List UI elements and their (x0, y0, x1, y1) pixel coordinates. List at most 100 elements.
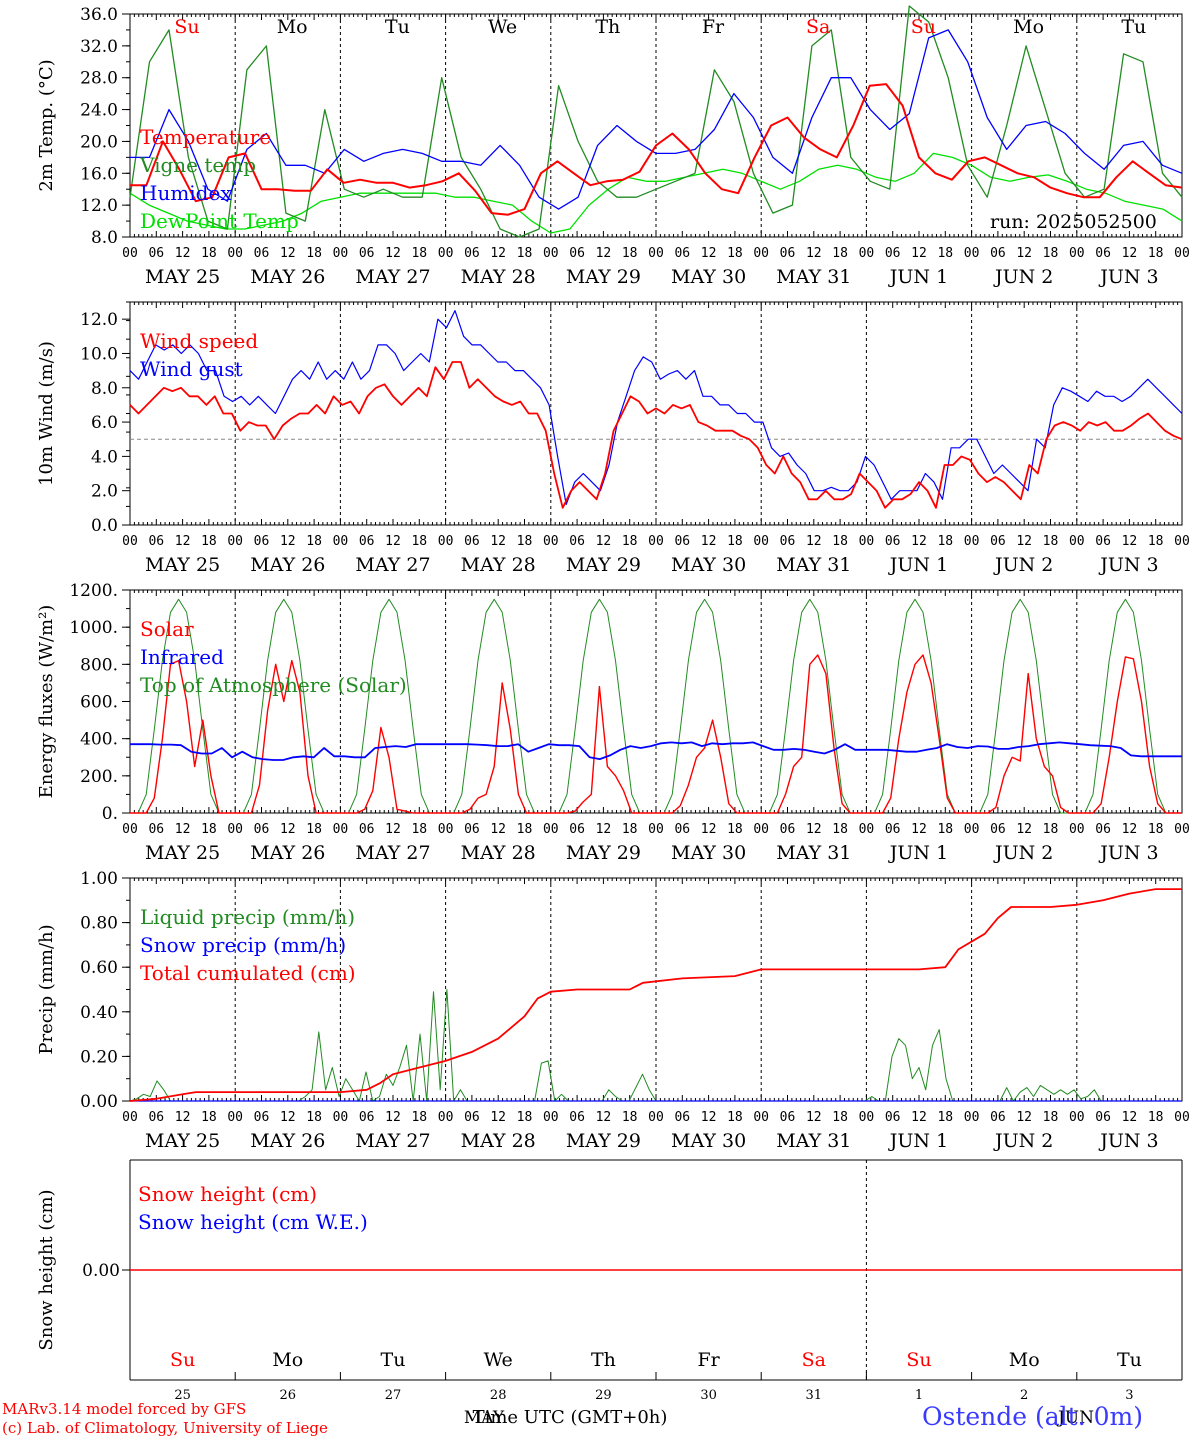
hour-tick-label: 18 (832, 246, 848, 261)
hour-tick-label: 06 (990, 822, 1006, 837)
hour-tick-label: 18 (517, 1110, 533, 1125)
series-solar-day (761, 654, 867, 814)
hour-tick-label: 00 (648, 822, 664, 837)
date-label: JUN 2 (993, 266, 1053, 288)
date-label: MAY 30 (671, 266, 746, 288)
hour-tick-label: 12 (280, 246, 296, 261)
hour-tick-label: 00 (753, 246, 769, 261)
date-label: MAY 26 (250, 266, 325, 288)
footer-credit-1: MARv3.14 model forced by GFS (2, 1400, 247, 1418)
hour-tick-label: 18 (727, 822, 743, 837)
hour-tick-label: 18 (1043, 1110, 1059, 1125)
y-tick-label: 0.60 (80, 958, 118, 978)
hour-tick-label: 12 (175, 246, 191, 261)
hour-tick-label: 06 (254, 1110, 270, 1125)
y-axis-label: Precip (mm/h) (36, 924, 57, 1054)
month-label-jun: JUN (1056, 1408, 1094, 1428)
y-axis-label: Energy fluxes (W/m²) (36, 605, 57, 799)
hour-tick-label: 00 (1174, 1110, 1190, 1125)
hour-tick-label: 00 (964, 822, 980, 837)
series-solar-day (1076, 656, 1182, 814)
date-label: MAY 26 (250, 1130, 325, 1152)
hour-tick-label: 00 (753, 534, 769, 549)
series-vigne-line (129, 5, 1183, 238)
hour-tick-label: 12 (490, 534, 506, 549)
hour-tick-label: 06 (148, 822, 164, 837)
hour-tick-label: 00 (333, 246, 349, 261)
hour-tick-label: 06 (254, 534, 270, 549)
hour-tick-label: 12 (175, 1110, 191, 1125)
y-tick-label: 0.80 (80, 914, 118, 934)
hour-tick-label: 00 (964, 1110, 980, 1125)
weekday-label: We (488, 16, 517, 38)
hour-tick-label: 12 (596, 1110, 612, 1125)
hour-tick-label: 00 (859, 822, 875, 837)
date-label: MAY 29 (566, 842, 641, 864)
hour-tick-label: 00 (227, 1110, 243, 1125)
hour-tick-label: 06 (990, 534, 1006, 549)
hour-tick-label: 12 (385, 822, 401, 837)
hour-tick-label: 06 (1095, 822, 1111, 837)
hour-tick-label: 12 (175, 534, 191, 549)
y-tick-label: 600. (80, 693, 118, 713)
hour-tick-label: 18 (1043, 822, 1059, 837)
legend-entry: Humidex (140, 181, 232, 205)
weekday-label: Sa (806, 16, 830, 38)
day-number-label: 3 (1125, 1388, 1133, 1403)
date-label: MAY 25 (145, 266, 220, 288)
weekday-label: Tu (381, 1349, 406, 1371)
weekday-label: Su (911, 16, 936, 38)
hour-tick-label: 06 (359, 246, 375, 261)
series-solar-day (971, 672, 1077, 814)
series-wind-gust-line (129, 310, 1183, 505)
hour-tick-label: 00 (438, 822, 454, 837)
hour-tick-label: 12 (1016, 1110, 1032, 1125)
date-label: JUN 1 (888, 266, 948, 288)
hour-tick-label: 18 (1148, 1110, 1164, 1125)
hour-tick-label: 18 (937, 534, 953, 549)
hour-tick-label: 00 (1069, 1110, 1085, 1125)
hour-tick-label: 12 (385, 1110, 401, 1125)
date-label: MAY 25 (145, 554, 220, 576)
hour-tick-label: 12 (911, 1110, 927, 1125)
weekday-label: Tu (1117, 1349, 1142, 1371)
date-label: MAY 27 (355, 554, 430, 576)
date-label: MAY 28 (461, 1130, 536, 1152)
hour-tick-label: 00 (648, 534, 664, 549)
hour-tick-label: 06 (254, 822, 270, 837)
hour-tick-label: 06 (148, 246, 164, 261)
hour-tick-label: 00 (543, 246, 559, 261)
hour-tick-label: 00 (1069, 534, 1085, 549)
hour-tick-label: 18 (411, 246, 427, 261)
weekday-label: Th (591, 1349, 616, 1371)
hour-tick-label: 06 (359, 534, 375, 549)
date-label: MAY 28 (461, 554, 536, 576)
y-tick-label: 24.0 (80, 101, 118, 121)
date-label: JUN 3 (1098, 554, 1158, 576)
hour-tick-label: 12 (596, 246, 612, 261)
weekday-label: Mo (272, 1349, 303, 1371)
hour-tick-label: 00 (333, 534, 349, 549)
hour-tick-label: 18 (832, 1110, 848, 1125)
weekday-label: Tu (385, 16, 410, 38)
x-axis-label: Time UTC (GMT+0h) (473, 1407, 668, 1428)
legend-entry: Liquid precip (mm/h) (140, 905, 355, 929)
hour-tick-label: 18 (727, 246, 743, 261)
hour-tick-label: 06 (1095, 1110, 1111, 1125)
y-tick-label: 2.0 (91, 482, 118, 502)
hour-tick-label: 18 (937, 246, 953, 261)
hour-tick-label: 12 (280, 1110, 296, 1125)
station-label: Ostende (alt. 0m) (922, 1402, 1143, 1431)
date-label: MAY 30 (671, 1130, 746, 1152)
hour-tick-label: 12 (806, 1110, 822, 1125)
date-label: MAY 27 (355, 1130, 430, 1152)
hour-tick-label: 00 (543, 534, 559, 549)
date-label: JUN 2 (993, 554, 1053, 576)
hour-tick-label: 06 (885, 1110, 901, 1125)
y-tick-label: 32.0 (80, 37, 118, 57)
hour-tick-label: 06 (464, 534, 480, 549)
hour-tick-label: 18 (832, 822, 848, 837)
hour-tick-label: 00 (438, 534, 454, 549)
hour-tick-label: 18 (201, 534, 217, 549)
